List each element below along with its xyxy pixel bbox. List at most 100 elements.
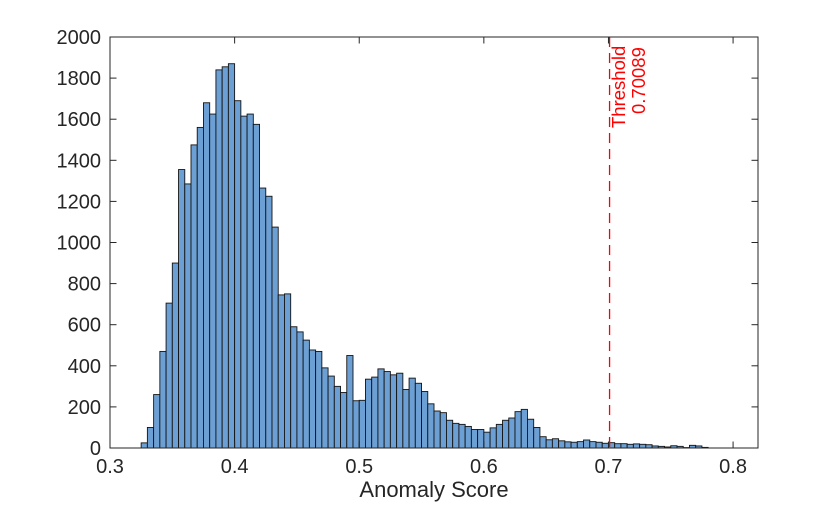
histogram-bar	[146, 427, 155, 449]
y-tick-label: 600	[68, 315, 101, 337]
histogram-bar	[296, 331, 304, 449]
histogram-bar	[203, 102, 211, 449]
y-tick-label: 0	[90, 438, 101, 460]
histogram-bar	[632, 443, 641, 449]
histogram-bar	[140, 442, 148, 449]
histogram-bar	[284, 293, 292, 449]
histogram-bar	[558, 440, 566, 449]
histogram-bar	[477, 429, 485, 449]
histogram-bar	[570, 441, 578, 449]
y-tick-label: 1800	[57, 68, 102, 90]
x-tick-label: 0.4	[221, 456, 249, 478]
threshold-value-label: 0.70089	[628, 47, 649, 114]
histogram-bar	[495, 423, 503, 449]
histogram-bar	[470, 429, 479, 449]
histogram-bar	[527, 418, 535, 449]
histogram-bar	[408, 377, 416, 449]
histogram-bar	[215, 69, 223, 449]
histogram-bar	[545, 439, 553, 449]
histogram-bar	[458, 423, 466, 449]
histogram-bar	[184, 183, 192, 449]
histogram-bar	[389, 374, 398, 449]
y-tick-label: 2000	[57, 27, 102, 49]
histogram-bar	[240, 115, 248, 449]
histogram-bar	[190, 144, 198, 449]
histogram-bar	[508, 417, 516, 449]
x-tick-label: 0.8	[719, 456, 747, 478]
y-tick-label: 1000	[57, 233, 102, 255]
x-tick-label: 0.3	[96, 456, 124, 478]
histogram-bar	[340, 392, 348, 449]
x-tick-label: 0.7	[595, 456, 623, 478]
x-axis-label: Anomaly Score	[359, 477, 508, 502]
histogram-bar	[171, 262, 179, 449]
histogram-bar	[446, 419, 454, 449]
histogram-bar	[153, 394, 161, 449]
histogram-bar	[583, 439, 591, 449]
histogram-bar	[290, 326, 298, 449]
histogram-bar	[333, 385, 341, 449]
y-tick-label: 1600	[57, 109, 102, 131]
histogram-bar	[489, 427, 497, 449]
histogram-bar	[259, 187, 267, 449]
histogram-bar	[234, 100, 242, 449]
histogram-bar	[302, 339, 310, 449]
histogram-bar	[533, 427, 541, 449]
histogram-bar	[639, 443, 647, 449]
y-tick-label: 800	[68, 274, 101, 296]
histogram-bar	[564, 441, 572, 449]
histogram-bar	[277, 294, 285, 449]
y-tick-label: 1400	[57, 150, 102, 172]
histogram-bar	[614, 443, 622, 449]
histogram-bar	[427, 403, 435, 449]
histogram-bar	[433, 410, 441, 449]
histogram-bar	[321, 367, 329, 449]
histogram-bar	[439, 412, 447, 449]
histogram-bar	[371, 376, 379, 449]
histogram-bar	[209, 113, 217, 449]
histogram-bar	[620, 443, 628, 449]
histogram-bar	[502, 419, 510, 449]
histogram-bar	[221, 66, 229, 449]
histogram-bar	[601, 442, 609, 449]
histogram-bar	[452, 422, 460, 449]
histogram-bar	[589, 441, 597, 449]
histogram-bar	[377, 368, 385, 449]
y-tick-label: 400	[68, 356, 101, 378]
histogram-bar	[514, 411, 522, 449]
histogram-bar	[252, 123, 260, 449]
histogram-bar	[520, 408, 528, 449]
histogram-bar	[539, 436, 547, 449]
histogram-bar	[383, 371, 391, 449]
histogram-bar	[352, 400, 360, 449]
histogram-bar	[551, 438, 560, 449]
histogram-bar	[165, 302, 173, 449]
histogram-bar	[402, 388, 410, 449]
histogram-bar	[265, 195, 273, 449]
histogram-bar	[595, 441, 603, 449]
threshold-label: Threshold	[608, 46, 629, 128]
x-axis: 0.3 0.4 0.5 0.6 0.7 0.8	[96, 37, 747, 478]
histogram-bar	[626, 443, 634, 449]
histogram-bar	[483, 431, 491, 449]
x-tick-label: 0.5	[345, 456, 373, 478]
histogram-bar	[396, 372, 404, 449]
y-tick-label: 1200	[57, 191, 102, 213]
x-tick-label: 0.6	[470, 456, 498, 478]
y-axis: 0 200 400 600 800 1000 1200 1400 1600 1800 2000	[57, 27, 758, 460]
histogram-bar	[365, 378, 373, 449]
histogram-bar	[178, 169, 186, 449]
histogram-bar	[414, 382, 422, 449]
histogram-bar	[327, 375, 335, 449]
histogram-bar	[421, 391, 429, 449]
y-tick-label: 200	[68, 397, 101, 419]
histogram-bar	[227, 63, 236, 449]
histogram-bar	[308, 349, 317, 449]
histogram-bar	[196, 126, 204, 449]
histogram-bar	[159, 350, 167, 449]
histogram-bar	[346, 355, 354, 449]
histogram-bar	[271, 226, 279, 449]
histogram-bar	[576, 441, 584, 449]
